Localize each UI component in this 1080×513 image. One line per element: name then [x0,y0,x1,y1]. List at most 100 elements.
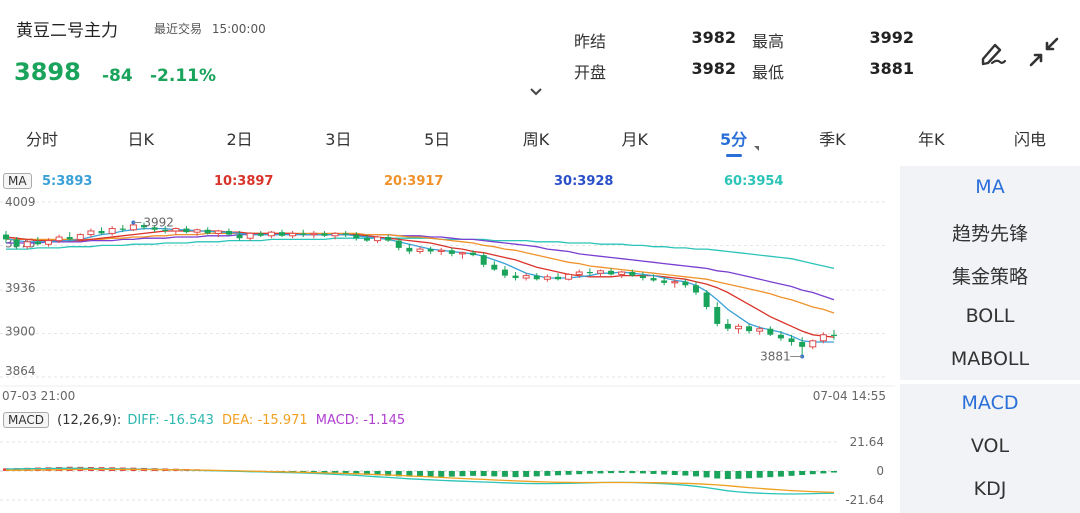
indicator-bottom-2[interactable]: KDJ [973,478,1007,500]
candle [300,229,307,237]
ma30-legend: 30:3928 [554,174,614,189]
macd-bar [491,471,498,477]
tab-2[interactable]: 2日 [226,130,253,149]
last-trade-time: 15:00:00 [211,22,266,36]
candle [66,232,73,241]
period-dropdown-icon[interactable] [753,146,759,151]
macd-y-tick: 0 [876,464,884,478]
candle [448,247,455,257]
ma-legend-badge[interactable]: MA [3,173,32,189]
tab-9[interactable]: 年K [917,130,945,149]
candle [321,230,328,237]
tab-4[interactable]: 5日 [424,130,451,149]
active-tab-underline [725,154,742,157]
candle [639,272,646,281]
instrument-title: 黄豆二号主力 [16,21,118,41]
macd-bar [406,471,413,477]
macd-bar [629,471,636,474]
macd-bar [820,471,827,474]
last-trade: 最近交易 15:00:00 [154,20,266,37]
macd-bar [417,471,423,477]
price-change-pct: -2.11% [150,66,217,86]
candle [682,279,689,288]
candle [671,279,679,288]
candle [193,228,201,236]
high-value: 3992 [869,28,914,47]
candle [703,290,710,310]
tab-5[interactable]: 周K [522,130,550,149]
candle [23,239,31,250]
indicator-top-0[interactable]: MA [975,176,1005,198]
high-label: 最高 [752,32,785,51]
candle [162,226,169,234]
candle [799,337,806,357]
price-change: -84 [102,66,133,86]
y-tick-label: 3936 [5,281,36,295]
macd-bar [586,471,593,474]
macd-bar [576,471,583,475]
macd-bar [661,471,668,475]
indicator-top-3[interactable]: BOLL [965,305,1015,327]
candle [108,226,116,236]
macd-bar [565,471,572,475]
candle [183,226,190,234]
candle [512,272,519,281]
candle [236,230,243,241]
tab-8[interactable]: 季K [819,130,846,149]
candle [565,273,573,281]
macd-bar [332,471,339,474]
macd-bar [809,471,816,475]
macd-bar [24,467,31,471]
candle [76,233,84,242]
tab-1[interactable]: 日K [127,130,155,149]
tab-7[interactable]: 5分 [720,130,748,149]
pen-icon[interactable] [975,35,1011,71]
indicator-top-1[interactable]: 趋势先锋 [951,223,1028,245]
high-annotation: 3992 [143,216,174,230]
candle [661,276,668,286]
macd-bar [650,471,657,474]
macd-bar [438,471,445,477]
candle [331,232,339,240]
ma5-legend: 5:3893 [42,174,93,189]
candle [596,269,604,277]
candle [363,234,370,242]
macd-legend-badge[interactable]: MACD [3,412,49,428]
macd-bar [512,471,519,478]
tab-10[interactable]: 闪电 [1013,130,1047,149]
main-indicator-menu: MA 趋势先锋集金策略 BOLL MABOLL [900,166,1080,380]
candle [225,228,232,236]
macd-bar [682,471,689,476]
indicator-bottom-1[interactable]: VOL [970,435,1010,457]
candle [406,244,413,254]
indicator-bottom-0[interactable]: MACD [961,392,1019,414]
candle [819,332,827,344]
tab-6[interactable]: 月K [621,130,649,149]
macd-bar [427,471,434,478]
candle [543,274,551,282]
indicator-top-2[interactable]: 集金策略 [951,266,1028,288]
candle [257,230,264,237]
ma60-line [6,237,835,270]
candle [491,261,498,271]
indicator-top-4[interactable]: MABOLL [950,348,1030,370]
prev-settle-label: 昨结 [574,32,607,51]
macd-bar [374,471,381,476]
candle [353,232,360,241]
chevron-down-icon[interactable] [530,88,542,96]
candle [279,229,285,237]
macd-legend: MACD (12,26,9): DIFF: -16.543 DEA: -15.9… [3,412,405,428]
macd-bar [544,471,551,476]
candle [788,334,795,346]
collapse-arrows-icon[interactable] [1027,35,1063,71]
candle [746,323,753,334]
ma30-line [6,233,835,301]
macd-chart[interactable]: 21.64 0 -21.64 [0,432,895,513]
tab-0[interactable]: 分时 [25,130,59,149]
tab-3[interactable]: 3日 [325,130,352,149]
candle [55,234,63,244]
candle [416,246,424,254]
macd-bar [618,471,625,473]
period-tabs: 分时 日K 2日 3日 5日 周K 月K 5分 季K 年K 闪电 [0,118,1080,158]
